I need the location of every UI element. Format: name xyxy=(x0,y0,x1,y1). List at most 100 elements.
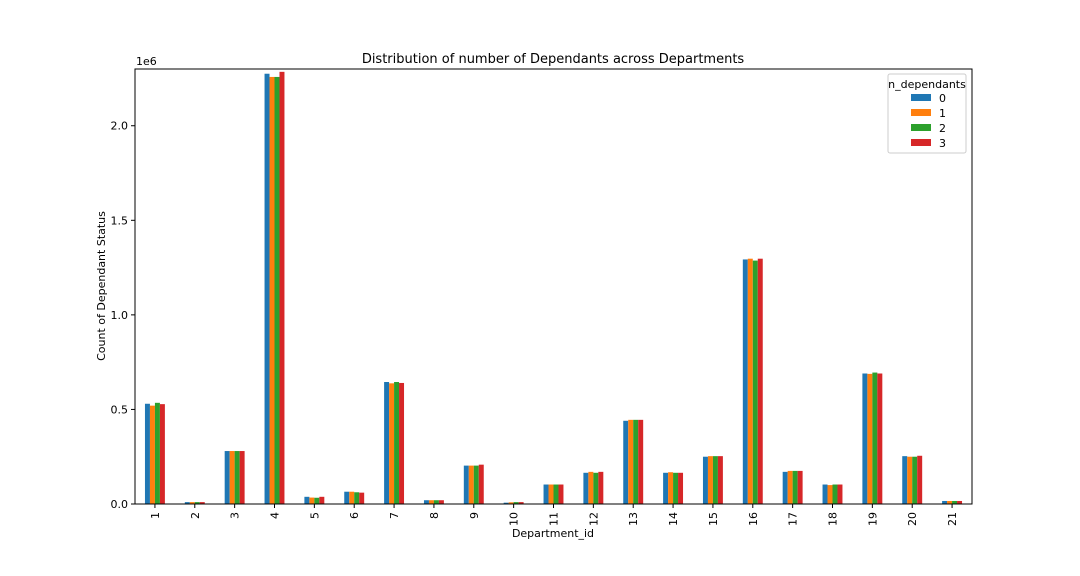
y-axis: 0.0 0.5 1.0 1.5 2.0 xyxy=(111,120,135,511)
bar-dept-18-series-2 xyxy=(832,484,838,504)
bar-dept-17-series-3 xyxy=(797,470,803,504)
bar-dept-9-series-3 xyxy=(478,464,484,504)
legend-swatch-2 xyxy=(911,124,931,131)
bar-dept-8-series-3 xyxy=(438,500,444,504)
bar-dept-8-series-2 xyxy=(433,500,439,504)
x-tick-label: 8 xyxy=(428,512,441,519)
bar-dept-20-series-0 xyxy=(902,456,908,504)
bar-dept-9-series-2 xyxy=(473,465,479,504)
bar-dept-7-series-0 xyxy=(384,382,390,504)
bar-dept-3-series-0 xyxy=(224,451,230,504)
bar-dept-7-series-2 xyxy=(394,382,400,504)
bar-dept-20-series-2 xyxy=(912,456,918,504)
bar-dept-11-series-3 xyxy=(558,484,564,504)
bar-dept-20-series-1 xyxy=(907,456,913,504)
legend-label-0: 0 xyxy=(939,92,946,105)
bar-dept-13-series-3 xyxy=(638,419,644,504)
bar-dept-4-series-2 xyxy=(274,76,280,504)
bar-dept-5-series-0 xyxy=(304,496,310,504)
x-tick-label: 9 xyxy=(468,512,481,519)
bar-dept-13-series-0 xyxy=(623,420,629,504)
bar-dept-9-series-1 xyxy=(468,465,474,504)
bar-dept-7-series-3 xyxy=(399,382,405,504)
bar-dept-3-series-2 xyxy=(234,451,240,504)
x-tick-label: 6 xyxy=(348,512,361,519)
y-tick-label: 1.0 xyxy=(111,309,129,322)
y-tick-label: 1.5 xyxy=(111,214,129,227)
chart-title: Distribution of number of Dependants acr… xyxy=(362,52,745,67)
bar-dept-14-series-0 xyxy=(663,472,669,504)
bar-dept-12-series-3 xyxy=(598,471,604,504)
bars-group xyxy=(144,71,963,504)
bar-dept-13-series-1 xyxy=(628,419,634,504)
x-tick-label: 1 xyxy=(149,512,162,519)
bar-dept-14-series-3 xyxy=(678,472,684,504)
bar-dept-14-series-1 xyxy=(668,472,674,504)
bar-dept-4-series-0 xyxy=(264,73,270,504)
bar-dept-15-series-3 xyxy=(717,456,723,504)
y-scale-label: 1e6 xyxy=(136,55,157,68)
bar-dept-8-series-0 xyxy=(423,500,429,504)
bar-dept-1-series-2 xyxy=(154,402,160,504)
bar-dept-1-series-1 xyxy=(149,405,155,504)
bar-dept-2-series-0 xyxy=(184,502,190,504)
x-tick-label: 4 xyxy=(269,512,282,519)
bar-dept-6-series-3 xyxy=(359,492,365,504)
bar-dept-8-series-1 xyxy=(428,500,434,504)
bar-dept-2-series-1 xyxy=(189,502,195,504)
bar-dept-4-series-3 xyxy=(279,71,285,504)
bar-dept-5-series-3 xyxy=(319,496,325,504)
legend-label-1: 1 xyxy=(939,107,946,120)
bar-dept-15-series-2 xyxy=(712,456,718,504)
bar-dept-9-series-0 xyxy=(463,465,469,504)
bar-dept-10-series-0 xyxy=(503,502,509,504)
x-tick-label: 3 xyxy=(229,512,242,519)
x-tick-label: 17 xyxy=(787,512,800,526)
bar-dept-2-series-2 xyxy=(194,502,200,504)
bar-dept-11-series-2 xyxy=(553,484,559,504)
bar-dept-16-series-1 xyxy=(747,258,753,504)
legend-swatch-3 xyxy=(911,139,931,146)
bar-dept-19-series-2 xyxy=(872,372,878,504)
bar-dept-21-series-0 xyxy=(942,500,948,504)
x-tick-label: 14 xyxy=(667,512,680,526)
bar-dept-21-series-1 xyxy=(947,500,953,504)
x-axis-label: Department_id xyxy=(512,527,594,540)
bar-dept-19-series-1 xyxy=(867,373,873,504)
x-tick-label: 12 xyxy=(587,512,600,526)
bar-dept-19-series-3 xyxy=(877,373,883,504)
bar-dept-7-series-1 xyxy=(389,383,395,504)
bar-dept-17-series-1 xyxy=(787,470,793,504)
bar-dept-5-series-1 xyxy=(309,497,315,504)
x-axis: 1 2 3 4 5 6 7 8 9 10 11 12 13 14 15 16 17 18 19 20 21 xyxy=(149,504,959,526)
bar-dept-11-series-1 xyxy=(548,484,554,504)
bar-dept-3-series-1 xyxy=(229,451,235,504)
legend: n_dependants 0 1 2 3 xyxy=(887,73,967,154)
x-tick-label: 16 xyxy=(747,512,760,526)
bar-dept-13-series-2 xyxy=(633,419,639,504)
bar-dept-2-series-3 xyxy=(199,502,205,504)
y-tick-label: 0.5 xyxy=(111,403,129,416)
legend-title: n_dependants xyxy=(888,78,966,91)
x-tick-label: 11 xyxy=(548,512,561,526)
bar-dept-12-series-1 xyxy=(588,471,594,504)
bar-dept-17-series-2 xyxy=(792,470,798,504)
bar-dept-16-series-3 xyxy=(757,258,763,504)
x-tick-label: 7 xyxy=(388,512,401,519)
bar-dept-21-series-3 xyxy=(957,500,963,504)
x-tick-label: 10 xyxy=(508,512,521,526)
y-tick-label: 0.0 xyxy=(111,498,129,511)
plot-frame xyxy=(134,68,973,505)
bar-dept-16-series-2 xyxy=(752,260,758,504)
x-tick-label: 19 xyxy=(866,512,879,526)
bar-dept-15-series-1 xyxy=(707,456,713,504)
bar-dept-17-series-0 xyxy=(782,471,788,504)
bar-dept-15-series-0 xyxy=(702,456,708,504)
bar-dept-10-series-2 xyxy=(513,502,519,504)
bar-dept-6-series-2 xyxy=(354,492,360,504)
bar-dept-21-series-2 xyxy=(952,500,958,504)
legend-label-2: 2 xyxy=(939,122,946,135)
legend-swatch-0 xyxy=(911,94,931,101)
x-tick-label: 18 xyxy=(827,512,840,526)
